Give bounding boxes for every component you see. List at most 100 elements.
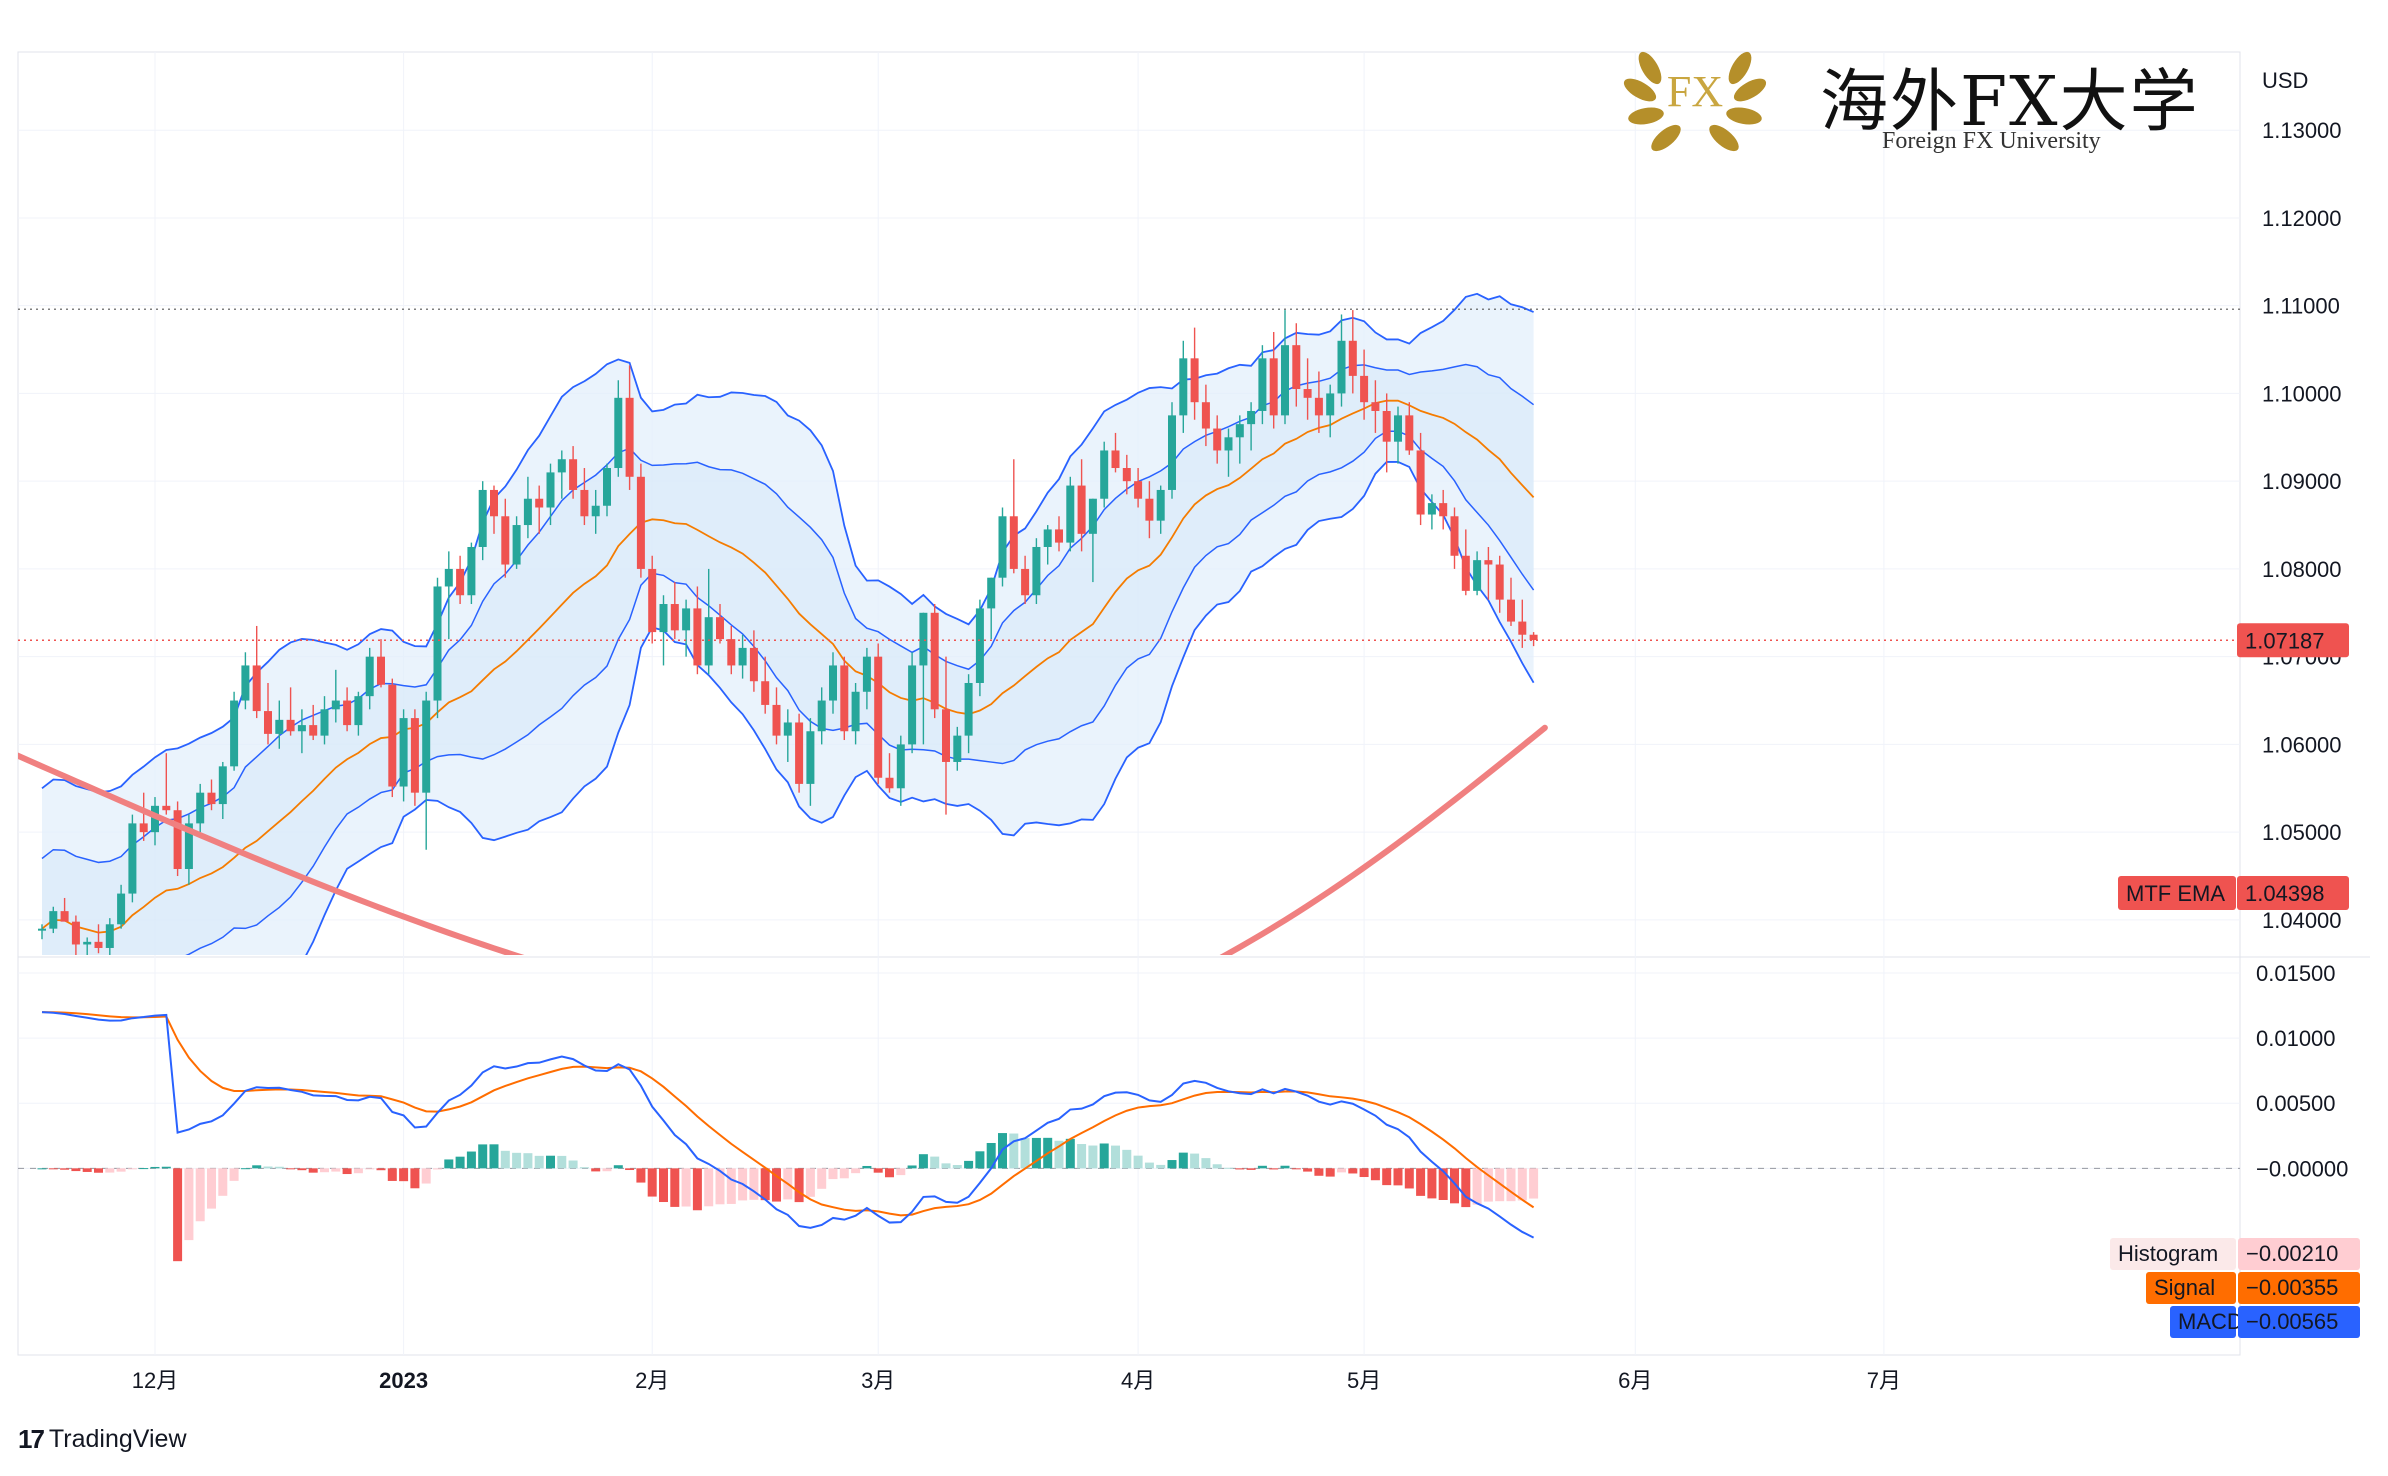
time-axis[interactable]: 12月 2023 2月 3月 4月 5月 6月 7月 (132, 1368, 1901, 1393)
candle-body (636, 476, 645, 569)
candle-body (71, 921, 80, 945)
candle-body (659, 604, 668, 633)
histogram-bar (1438, 1168, 1448, 1200)
price-tick-label: 1.11000 (2262, 294, 2340, 319)
histogram-bar (1404, 1168, 1414, 1189)
price-tick-label: 1.06000 (2262, 732, 2342, 757)
price-tick-label: 1.04000 (2262, 908, 2342, 933)
candle-body (512, 525, 521, 565)
histogram-bar (71, 1168, 81, 1172)
histogram-bar (591, 1168, 601, 1172)
histogram-bar (1246, 1168, 1256, 1170)
histogram-bar (421, 1168, 431, 1184)
histogram-bar (1382, 1168, 1392, 1186)
histogram-bar (1359, 1168, 1369, 1178)
histogram-bar (930, 1156, 940, 1169)
candle-body (94, 941, 103, 948)
candle-body (603, 468, 611, 506)
candle-body (1235, 424, 1244, 438)
candle-body (309, 725, 318, 736)
bollinger-bands (41, 292, 1535, 955)
price-tick-label: 1.10000 (2262, 381, 2342, 406)
candle-body (1134, 481, 1143, 499)
histogram-bar (1291, 1168, 1301, 1170)
histogram-bar (139, 1168, 149, 1170)
histogram-bar (907, 1165, 917, 1169)
histogram-bar (1009, 1133, 1019, 1169)
histogram-bar (1506, 1168, 1516, 1202)
histogram-bar (1314, 1168, 1324, 1176)
candle-body (953, 735, 962, 762)
histogram-bar (1472, 1168, 1482, 1205)
candle-body (1473, 560, 1482, 591)
candle-body (772, 704, 781, 736)
candle-body (896, 744, 905, 789)
mtf-ema-name-tag-bg (2118, 876, 2236, 910)
candle-body (975, 608, 984, 683)
price-axis[interactable]: USD1.040001.050001.060001.070001.080001.… (2256, 68, 2348, 1181)
macd-pane (18, 1011, 2240, 1262)
macd-legend-value: −0.00565 (2246, 1309, 2338, 1334)
candle-body (851, 691, 860, 732)
histogram-bar (602, 1168, 612, 1172)
histogram-bar (1077, 1144, 1087, 1169)
histogram-bar (150, 1166, 160, 1169)
candle-body (614, 397, 623, 469)
candle-body (343, 700, 352, 726)
candle-body (557, 459, 566, 473)
candle-body (693, 608, 702, 666)
candle-body (569, 459, 578, 490)
histogram-bar (726, 1168, 736, 1204)
candle-body (264, 711, 272, 734)
candle-body (444, 568, 453, 587)
histogram-bar (546, 1155, 555, 1169)
histogram-bar (839, 1168, 849, 1179)
histogram-bar (659, 1168, 668, 1203)
histogram-bar (466, 1151, 476, 1169)
histogram-bar (184, 1168, 194, 1241)
candle-body (105, 924, 114, 948)
candle-body (1439, 503, 1448, 517)
histogram-bar (60, 1168, 70, 1170)
candle-body (1269, 358, 1278, 416)
histogram-bar (1212, 1164, 1222, 1169)
overlay-lines (18, 724, 1548, 955)
histogram-bar (1122, 1149, 1132, 1169)
histogram-bar (263, 1166, 273, 1169)
candle-body (840, 665, 849, 732)
candle-body (829, 665, 837, 701)
histogram-bar (207, 1168, 216, 1209)
axis-tags: 1.07187 MTF EMA 1.04398 Histogram −0.00210 Si… (2110, 623, 2360, 1338)
candle-body (1201, 402, 1210, 429)
histogram-bar (941, 1163, 951, 1169)
histogram-bar (94, 1168, 103, 1173)
macd-legend-label-bg (2110, 1238, 2236, 1270)
histogram-bar (986, 1142, 996, 1169)
candle-body (580, 489, 589, 517)
histogram-bar (433, 1168, 442, 1170)
histogram-bar (1167, 1160, 1177, 1169)
signal-line (41, 1011, 1535, 1217)
histogram-bar (195, 1168, 205, 1222)
candle-body (151, 805, 159, 833)
candle-body (761, 681, 770, 705)
last-price-tag-bg (2237, 623, 2349, 658)
histogram-bar (896, 1168, 906, 1176)
price-tick-label: 1.09000 (2262, 469, 2342, 494)
price-tick-label: 1.08000 (2262, 557, 2342, 582)
watermark: FX 海外FX大学 Foreign FX University (1610, 28, 2210, 168)
histogram-bar (444, 1159, 454, 1169)
time-tick-label: 12月 (132, 1368, 178, 1393)
histogram-bar (557, 1155, 567, 1169)
candle-body (1360, 375, 1369, 403)
candle-body (467, 546, 476, 596)
macd-tick-label: 0.00500 (2256, 1091, 2336, 1116)
candle-body (173, 810, 182, 870)
candle-body (1043, 529, 1052, 547)
histogram-bar (828, 1168, 838, 1180)
tradingview-logo[interactable]: 17 TradingView (18, 1424, 187, 1455)
candle-body (1382, 410, 1391, 442)
candle-body (399, 718, 408, 787)
candle-body (230, 700, 239, 767)
histogram-bar (410, 1168, 420, 1189)
